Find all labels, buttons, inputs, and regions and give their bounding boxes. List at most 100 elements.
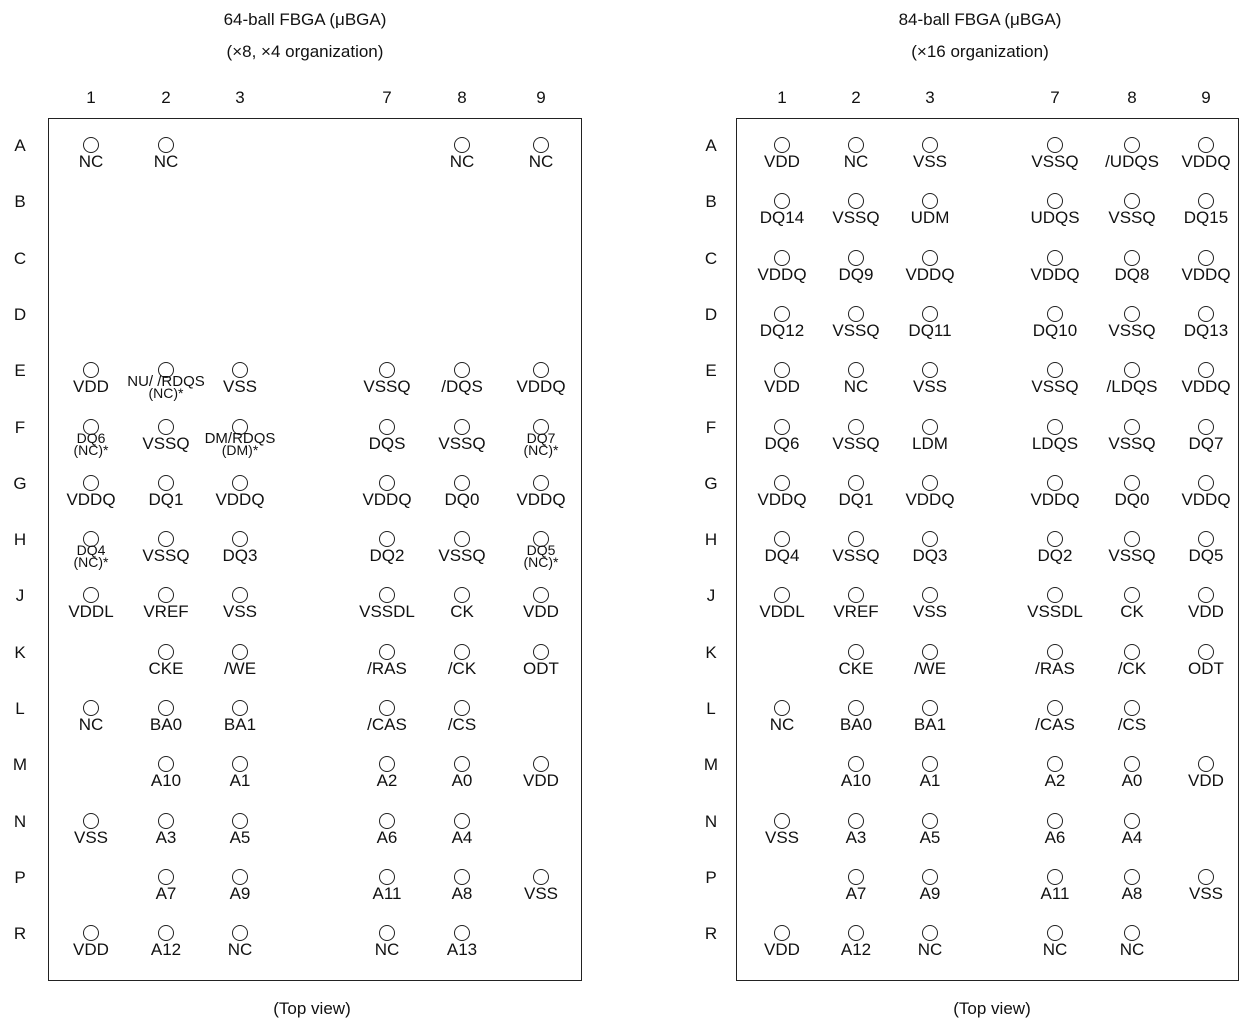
ball-circle-icon bbox=[1047, 305, 1063, 322]
ball-circle-icon bbox=[83, 362, 99, 379]
ball-signal-label: VDDQ bbox=[362, 489, 412, 509]
ball-circle-icon bbox=[83, 531, 99, 548]
ball-circle-icon bbox=[848, 531, 864, 548]
ball-signal-label: DQ4 bbox=[76, 542, 106, 559]
ball-signal-label: VSSQ bbox=[1108, 546, 1156, 566]
ball-circle-icon bbox=[454, 643, 470, 660]
pkg64-row-header-L: L bbox=[15, 699, 25, 718]
ball-circle-icon bbox=[848, 474, 864, 491]
ball-signal-label: VSSQ bbox=[832, 320, 880, 340]
ball-signal-label: VSSQ bbox=[832, 208, 880, 228]
ball-signal-label: /CS bbox=[447, 715, 477, 734]
ball-circle-icon bbox=[379, 362, 395, 379]
ball-circle-icon bbox=[848, 756, 864, 773]
ball-signal-label: A2 bbox=[1044, 771, 1066, 791]
pkg64-subtitle: (×8, ×4 organization) bbox=[226, 42, 384, 61]
ball-signal-label: A0 bbox=[1121, 771, 1143, 791]
ball-signal-label: VDD bbox=[523, 771, 559, 791]
pkg84-row-header-C: C bbox=[704, 248, 718, 268]
ball-circle-icon bbox=[158, 868, 174, 885]
ball-circle-icon bbox=[1047, 868, 1063, 885]
ball-circle-icon bbox=[1124, 137, 1140, 153]
ball-signal-label: NC bbox=[374, 940, 400, 960]
ball-signal-label: VSSQ bbox=[832, 546, 880, 566]
ball-signal-label: A12 bbox=[840, 940, 872, 960]
ball-signal-label: DQ2 bbox=[1037, 546, 1073, 566]
ball-signal-label: UDQS bbox=[1030, 208, 1080, 228]
ball-circle-icon bbox=[379, 531, 395, 548]
ball-circle-icon bbox=[379, 418, 395, 435]
ball-circle-icon bbox=[158, 756, 174, 773]
ball-circle-icon bbox=[1047, 700, 1063, 716]
ball-signal-label: VDDL bbox=[68, 602, 114, 622]
ball-signal-label: VDD bbox=[73, 377, 109, 397]
ball-circle-icon bbox=[533, 418, 549, 435]
ball-circle-icon bbox=[158, 362, 174, 379]
ball-signal-label: A12 bbox=[150, 940, 182, 960]
ball-circle-icon bbox=[379, 643, 395, 660]
ball-signal-label: /LDQS bbox=[1106, 377, 1158, 397]
ball-circle-icon bbox=[232, 700, 248, 716]
ball-signal-label: A1 bbox=[229, 771, 251, 791]
pkg64-row-header-D: D bbox=[13, 304, 27, 324]
ball-circle-icon bbox=[774, 249, 790, 266]
pkg64-footer: (Top view) bbox=[273, 999, 351, 1018]
ball-circle-icon bbox=[1198, 587, 1214, 604]
pkg84-row-header-F: F bbox=[705, 417, 717, 437]
ball-signal-label: NC bbox=[78, 715, 104, 734]
ball-signal-label: VSS bbox=[222, 602, 258, 622]
pkg84-row-header-P: P bbox=[705, 867, 717, 887]
ball-circle-icon bbox=[848, 812, 864, 829]
ball-signal-label: A3 bbox=[155, 827, 177, 847]
ball-signal-note: (DM)* bbox=[221, 441, 259, 458]
ball-circle-icon bbox=[922, 474, 938, 491]
ball-signal-label: BA1 bbox=[223, 715, 257, 734]
ball-circle-icon bbox=[454, 137, 470, 153]
ball-signal-label: VSS bbox=[1188, 883, 1224, 903]
pkg64-column-header-2: 2 bbox=[161, 88, 171, 107]
ball-circle-icon bbox=[1124, 418, 1140, 435]
ball-signal-label: A4 bbox=[451, 827, 473, 847]
ball-signal-label: A5 bbox=[229, 827, 251, 847]
ball-circle-icon bbox=[848, 700, 864, 716]
ball-signal-note: (NC)* bbox=[73, 441, 109, 458]
ball-circle-icon bbox=[1047, 193, 1063, 210]
ball-signal-label: A8 bbox=[1121, 883, 1143, 903]
pkg84-row-header-L: L bbox=[706, 699, 716, 718]
ball-signal-label: CKE bbox=[148, 658, 184, 678]
ball-circle-icon bbox=[232, 925, 248, 942]
ball-signal-label: VDD bbox=[1188, 771, 1224, 791]
ball-signal-label: /CAS bbox=[367, 715, 407, 734]
ball-signal-label: VDDQ bbox=[66, 489, 116, 509]
ball-circle-icon bbox=[1198, 643, 1214, 660]
ball-signal-label: VSSQ bbox=[142, 546, 190, 566]
ball-signal-label: LDM bbox=[912, 433, 948, 453]
ball-circle-icon bbox=[379, 925, 395, 942]
ball-signal-label: NU/ /RDQS bbox=[127, 373, 205, 391]
ball-circle-icon bbox=[922, 531, 938, 548]
pkg64-row-header-M: M bbox=[12, 755, 28, 775]
ball-signal-label: DQ3 bbox=[222, 546, 258, 566]
ball-signal-label: /CK bbox=[447, 658, 477, 678]
pkg64-row-header-C: C bbox=[13, 248, 27, 268]
ball-signal-label: VDDQ bbox=[215, 489, 265, 509]
pkg64-package-outline bbox=[48, 118, 582, 981]
ball-signal-label: /DQS bbox=[441, 377, 483, 397]
ball-circle-icon bbox=[848, 925, 864, 942]
ball-signal-label: VSSQ bbox=[142, 433, 190, 453]
ball-signal-label: DQ14 bbox=[759, 208, 805, 228]
ball-circle-icon bbox=[454, 700, 470, 716]
ball-signal-label: VSSQ bbox=[1108, 320, 1156, 340]
ball-signal-note: (NC)* bbox=[523, 441, 559, 458]
ball-circle-icon bbox=[1047, 812, 1063, 829]
pkg84-row-header-M: M bbox=[703, 755, 719, 775]
ball-circle-icon bbox=[1198, 305, 1214, 322]
ball-circle-icon bbox=[454, 868, 470, 885]
ball-circle-icon bbox=[848, 418, 864, 435]
ball-signal-label: CKE bbox=[838, 658, 874, 678]
pkg64-row-header-E: E bbox=[14, 361, 26, 381]
ball-signal-label: DQ7 bbox=[526, 429, 556, 446]
ball-circle-icon bbox=[83, 474, 99, 491]
ball-circle-icon bbox=[922, 362, 938, 379]
ball-circle-icon bbox=[379, 756, 395, 773]
